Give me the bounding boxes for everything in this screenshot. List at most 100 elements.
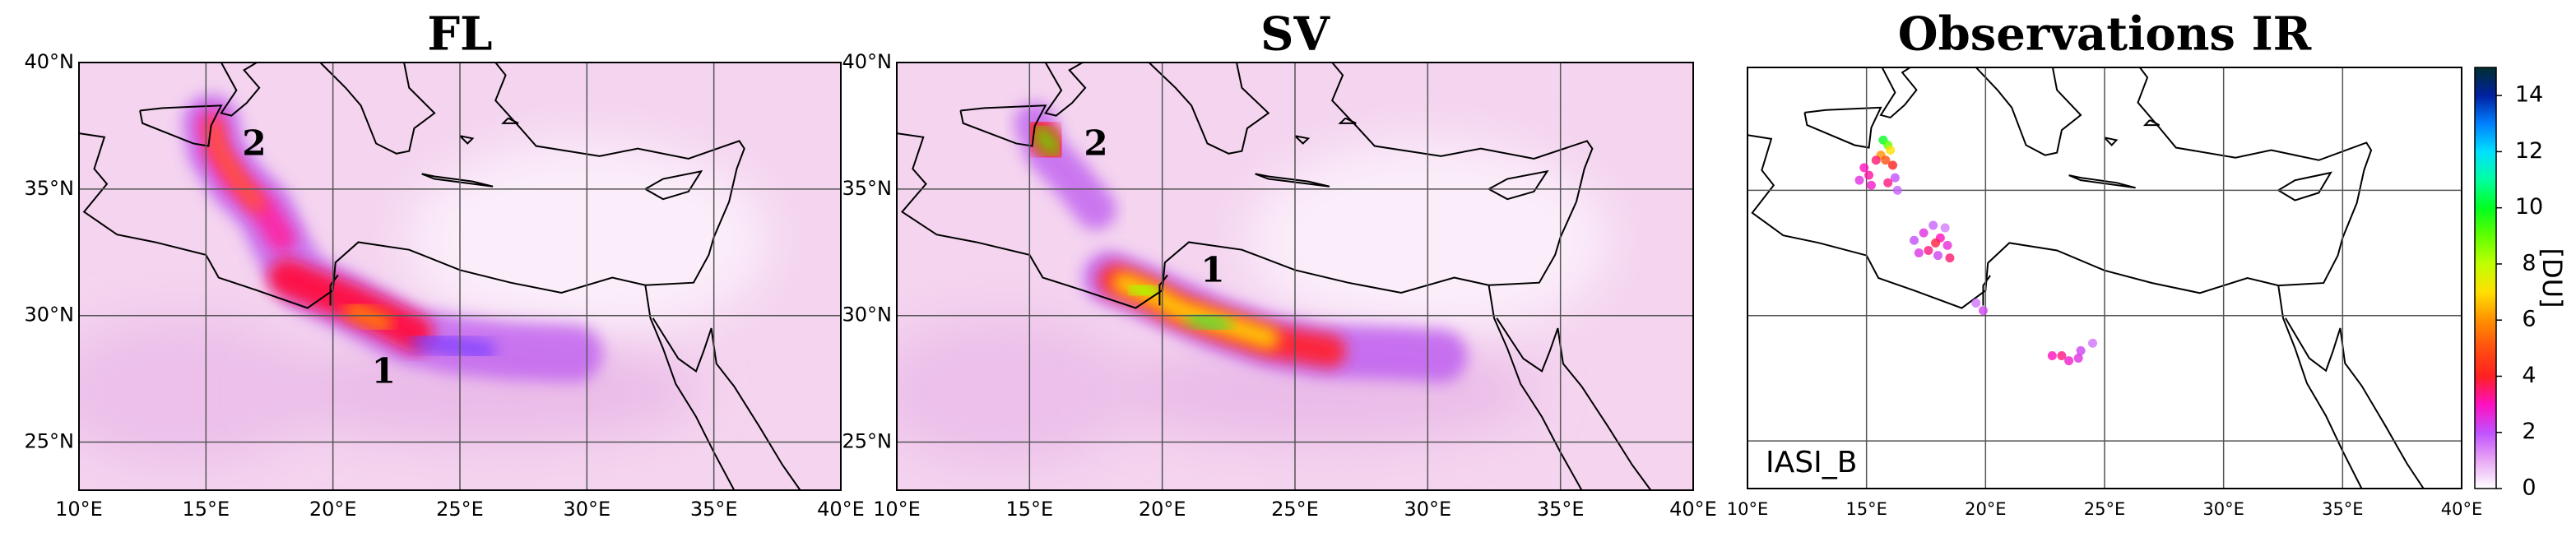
colorbar-tick-label: 10 [2515, 194, 2543, 220]
coastline [1044, 63, 1087, 117]
colorbar-tick-label: 8 [2522, 250, 2536, 276]
coastline [2068, 174, 2136, 189]
observation-point [1886, 146, 1896, 155]
observation-point [1910, 235, 1919, 245]
x-tick-label: 15°E [1005, 498, 1053, 521]
x-tick-label: 40°E [1669, 498, 1717, 521]
coastline [644, 169, 703, 201]
instrument-label: IASI_B [1766, 446, 1857, 479]
coastline [1294, 135, 1311, 145]
colorbar-tick-label: 6 [2522, 307, 2536, 332]
observation-point [1931, 238, 1941, 248]
colorbar-tick-label: 14 [2515, 82, 2543, 108]
field-haze [79, 317, 313, 466]
coastline [329, 274, 339, 306]
coastline [1748, 67, 2373, 309]
x-tick-label: 35°E [2322, 499, 2364, 519]
coastline [1975, 67, 2082, 156]
x-tick-label: 35°E [1537, 498, 1585, 521]
colorbar-tick-label: 2 [2522, 419, 2536, 444]
y-tick-label: 25°N [842, 430, 893, 453]
plume [345, 302, 392, 331]
observation-point [1883, 178, 1893, 188]
coastline [1879, 67, 1918, 119]
coastline [421, 173, 494, 188]
colorbar-tick-label: 4 [2522, 363, 2536, 388]
observation-point [2073, 354, 2083, 364]
plume [1186, 310, 1231, 333]
x-tick-label: 10°E [55, 498, 103, 521]
map-frame [1747, 67, 2462, 489]
x-tick-label: 15°E [1845, 499, 1887, 519]
coastline [1338, 117, 1357, 124]
coastline [2104, 137, 2119, 146]
coastline [459, 135, 475, 145]
observation-point [2047, 350, 2057, 360]
y-tick-label: 40°N [842, 50, 893, 73]
coastline [1148, 63, 1270, 155]
coastline [319, 63, 436, 155]
x-tick-label: 25°E [436, 498, 484, 521]
observation-point [1864, 170, 1874, 180]
coastline [2142, 119, 2161, 127]
plume [1126, 278, 1161, 302]
observation-point [2057, 350, 2067, 360]
coastline [1158, 274, 1168, 306]
x-tick-label: 30°E [563, 498, 610, 521]
observation-point [1971, 298, 1981, 308]
observation-point [1859, 163, 1869, 173]
coastline [897, 63, 1594, 309]
map-area [1748, 67, 2462, 489]
map-area [897, 63, 1693, 490]
coastline [79, 63, 745, 309]
y-tick-label: 40°N [25, 50, 75, 73]
observation-point [2088, 338, 2098, 348]
y-tick-label: 35°N [842, 177, 893, 200]
plume-annotation: 1 [372, 350, 396, 391]
x-tick-label: 30°E [2202, 499, 2244, 519]
observation-point [1887, 160, 1897, 170]
observation-point [1871, 155, 1881, 165]
observation-point [1929, 220, 1938, 230]
colorbar-tick-label: 0 [2522, 475, 2536, 501]
plume-annotation: 2 [1084, 123, 1107, 164]
x-tick-label: 35°E [690, 498, 738, 521]
y-tick-label: 35°N [25, 177, 75, 200]
observation-point [1942, 240, 1952, 250]
coastline [220, 63, 261, 117]
field-haze [897, 317, 1135, 466]
x-tick-label: 15°E [182, 498, 230, 521]
plume [268, 258, 434, 353]
observation-point [1940, 223, 1950, 233]
observation-point [1892, 185, 1902, 195]
observation-point [2076, 345, 2086, 355]
observation-point [1914, 248, 1924, 258]
x-tick-label: 10°E [873, 498, 921, 521]
observation-point [1890, 173, 1900, 183]
plume [411, 330, 496, 362]
x-tick-label: 40°E [2441, 499, 2483, 519]
y-tick-label: 30°N [842, 303, 893, 327]
plume [207, 118, 264, 211]
coastline [1803, 106, 1882, 149]
plume-annotation: 2 [242, 123, 266, 164]
map-panel: SV 10°E 15°E 20°E 25°E 30°E 35°E 40°E 25°N 30°N 35… [842, 7, 1717, 521]
x-tick-label: 20°E [309, 498, 357, 521]
panel-title: SV [1260, 7, 1330, 62]
observation-point [1924, 245, 1933, 255]
x-tick-label: 25°E [2084, 499, 2126, 519]
coastline [501, 117, 519, 124]
observation-point [1978, 306, 1988, 316]
x-tick-label: 10°E [1727, 499, 1769, 519]
map-area [79, 63, 841, 490]
plume [1032, 125, 1062, 157]
y-tick-label: 25°N [25, 430, 75, 453]
map-panel: IASI_B Observations IR 10°E 15°E 20°E 25°E 30°… [1727, 7, 2568, 519]
observation-point [1854, 175, 1864, 185]
coastline [1255, 173, 1330, 188]
x-tick-label: 25°E [1271, 498, 1319, 521]
x-tick-label: 20°E [1965, 499, 2007, 519]
coastline [959, 104, 1047, 147]
coastline [1982, 275, 1991, 306]
